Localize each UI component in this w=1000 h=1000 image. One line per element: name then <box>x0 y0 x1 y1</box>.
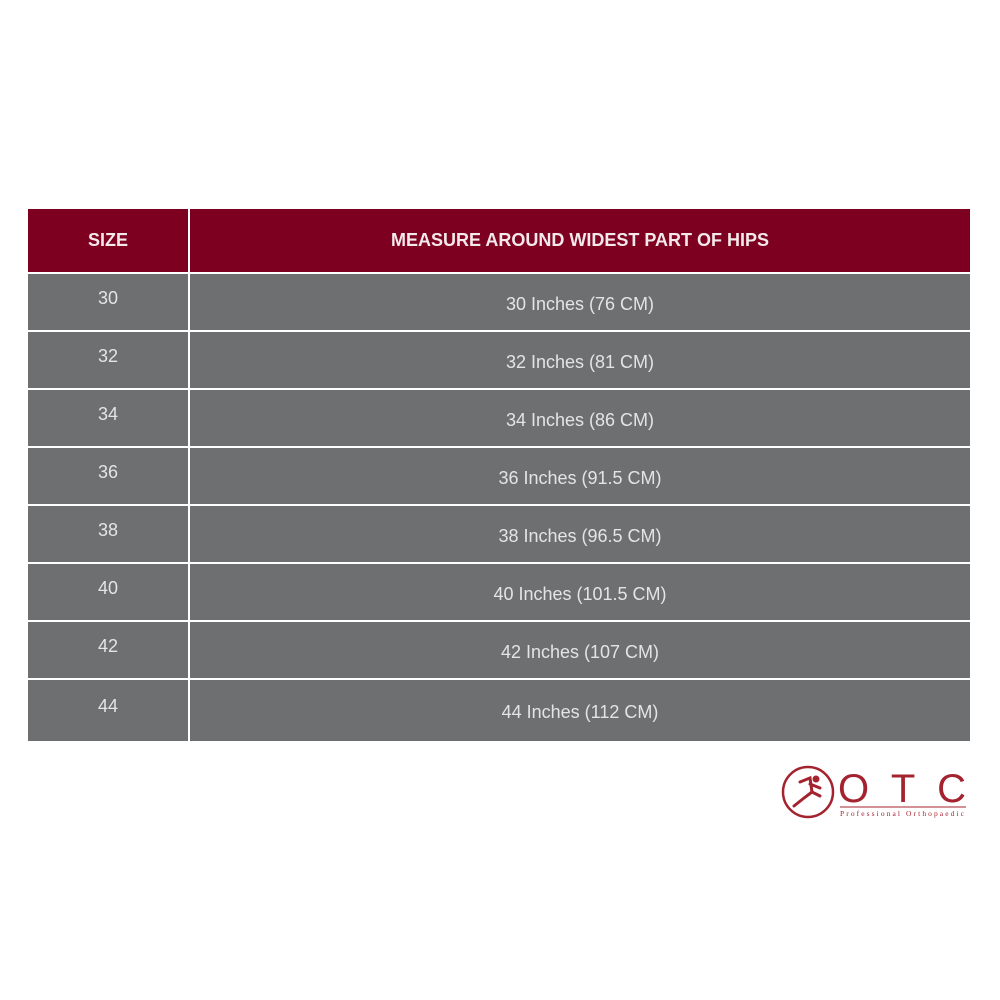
measure-cell: 40 Inches (101.5 CM) <box>190 564 970 620</box>
svg-text:Professional Orthopaedic: Professional Orthopaedic <box>840 809 965 818</box>
table-row: 36 36 Inches (91.5 CM) <box>28 448 970 504</box>
table-header: SIZE MEASURE AROUND WIDEST PART OF HIPS <box>28 209 970 272</box>
measure-cell: 34 Inches (86 CM) <box>190 390 970 446</box>
size-cell: 40 <box>28 564 188 620</box>
measure-cell: 44 Inches (112 CM) <box>190 680 970 741</box>
size-cell: 34 <box>28 390 188 446</box>
otc-logo: OTC Professional Orthopaedic <box>781 765 966 819</box>
measure-cell: 30 Inches (76 CM) <box>190 274 970 330</box>
size-cell: 36 <box>28 448 188 504</box>
svg-text:OTC: OTC <box>838 767 966 811</box>
table-row: 32 32 Inches (81 CM) <box>28 332 970 388</box>
table-row: 44 44 Inches (112 CM) <box>28 680 970 741</box>
measure-cell: 38 Inches (96.5 CM) <box>190 506 970 562</box>
size-cell: 42 <box>28 622 188 678</box>
size-cell: 44 <box>28 680 188 741</box>
header-size: SIZE <box>28 209 188 272</box>
measure-cell: 36 Inches (91.5 CM) <box>190 448 970 504</box>
size-cell: 38 <box>28 506 188 562</box>
runner-icon <box>781 765 835 819</box>
measure-cell: 42 Inches (107 CM) <box>190 622 970 678</box>
size-cell: 30 <box>28 274 188 330</box>
size-chart-table: SIZE MEASURE AROUND WIDEST PART OF HIPS … <box>28 209 970 743</box>
header-measure: MEASURE AROUND WIDEST PART OF HIPS <box>190 209 970 272</box>
table-row: 40 40 Inches (101.5 CM) <box>28 564 970 620</box>
measure-cell: 32 Inches (81 CM) <box>190 332 970 388</box>
size-cell: 32 <box>28 332 188 388</box>
table-row: 42 42 Inches (107 CM) <box>28 622 970 678</box>
table-row: 38 38 Inches (96.5 CM) <box>28 506 970 562</box>
table-row: 30 30 Inches (76 CM) <box>28 274 970 330</box>
table-row: 34 34 Inches (86 CM) <box>28 390 970 446</box>
